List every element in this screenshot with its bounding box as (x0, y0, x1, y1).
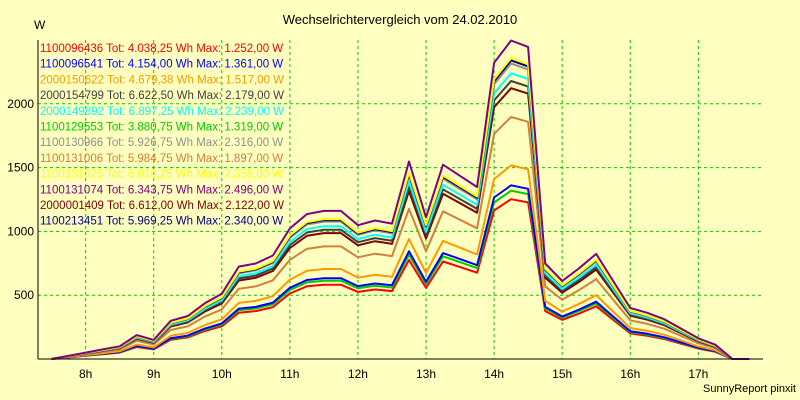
x-tick-label: 11h (280, 367, 299, 381)
legend-entry: 1100096436 Tot: 4.038,25 Wh Max: 1.252,0… (40, 43, 283, 55)
x-tick-label: 15h (552, 367, 572, 381)
legend-entry: 1100213451 Tot: 5.969,25 Wh Max: 2.340,0… (40, 216, 283, 228)
chart-title: Wechselrichtervergleich vom 24.02.2010 (283, 12, 518, 27)
x-tick-label: 17h (688, 367, 708, 381)
x-tick-label: 8h (79, 367, 92, 381)
axes (37, 40, 763, 360)
series-line-1100131074 (51, 39, 750, 360)
y-tick-label: 500 (14, 288, 34, 302)
x-tick-labels: 8h 9h 10h 11h 12h 13h 14h 15h 16h 17h (79, 367, 708, 381)
legend-entry: 1100130966 Tot: 5.926,75 Wh Max: 2.316,0… (40, 137, 283, 149)
legend-entry: 1100131006 Tot: 5.984,75 Wh Max: 1.897,0… (40, 153, 283, 165)
legend-entry: 1100129553 Tot: 3.880,75 Wh Max: 1.319,0… (40, 122, 283, 134)
x-tick-label: 9h (147, 367, 160, 381)
legend-entry: 1100131074 Tot: 6.343,75 Wh Max: 2.496,0… (40, 184, 283, 196)
grid (38, 40, 763, 359)
series-line-1100131025 (51, 57, 750, 360)
y-axis-label: W (34, 18, 46, 32)
legend-entry: 2000001409 Tot: 6.612,00 Wh Max: 2.122,0… (40, 200, 284, 212)
series-layer (51, 39, 750, 360)
legend-entry: 1100131025 Tot: 6.018,25 Wh Max: 2.358,0… (40, 169, 283, 181)
x-tick-label: 13h (416, 367, 436, 381)
series-line-1100096541 (51, 184, 750, 360)
y-tick-label: 2000 (7, 97, 34, 111)
series-line-1100131006 (51, 115, 750, 360)
x-tick-label: 16h (620, 367, 640, 381)
x-tick-label: 14h (484, 367, 504, 381)
series-line-2000150622 (51, 164, 750, 360)
legend-entry: 2000149892 Tot: 6.897,25 Wh Max: 2.239,0… (40, 106, 284, 118)
footer-credit: SunnyReport pinxit (703, 383, 796, 395)
y-tick-labels: 500 1000 1500 2000 (7, 97, 34, 302)
y-tick-label: 1500 (7, 161, 34, 175)
legend-entry: 2000154799 Tot: 6.622,50 Wh Max: 2.179,0… (40, 90, 284, 102)
legend: 1100096436 Tot: 4.038,25 Wh Max: 1.252,0… (40, 43, 284, 228)
x-tick-label: 10h (212, 367, 232, 381)
x-tick-label: 12h (348, 367, 368, 381)
y-tick-label: 1000 (7, 224, 34, 238)
legend-entry: 1100096541 Tot: 4.154,00 Wh Max: 1.361,0… (40, 59, 283, 71)
legend-entry: 2000150622 Tot: 4.679,38 Wh Max: 1.517,0… (40, 74, 284, 86)
